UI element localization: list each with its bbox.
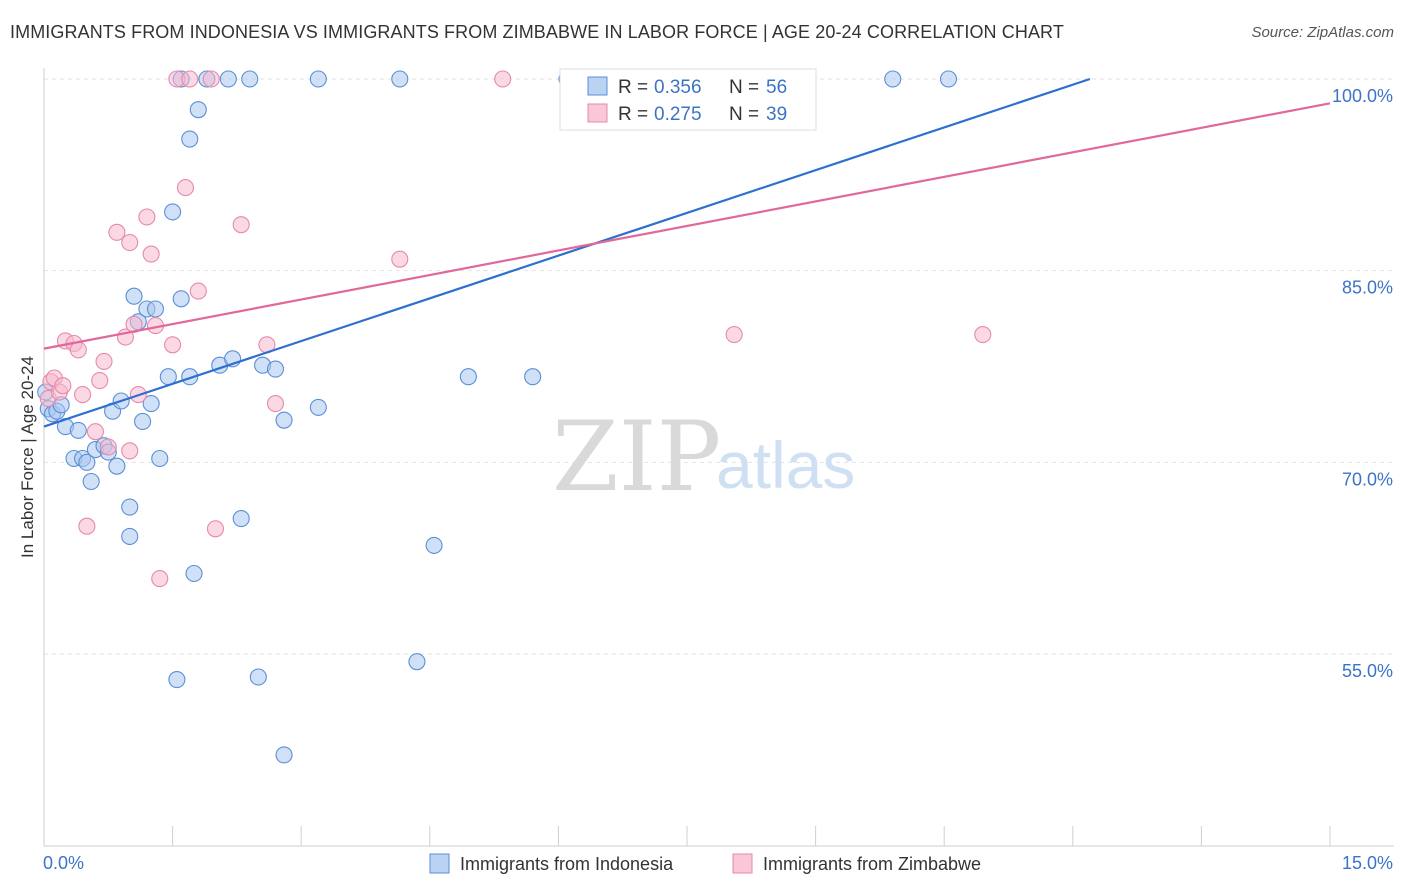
legend: Immigrants from Indonesia Immigrants from… bbox=[429, 853, 981, 874]
stats-swatch bbox=[587, 76, 608, 96]
zimbabwe-point bbox=[151, 570, 169, 588]
indonesia-point bbox=[181, 130, 199, 148]
indonesia-point bbox=[181, 368, 199, 386]
y-tick-label: 55.0% bbox=[1342, 661, 1393, 681]
zimbabwe-point bbox=[232, 216, 250, 234]
indonesia-point bbox=[151, 449, 169, 468]
zimbabwe-point bbox=[974, 326, 992, 344]
zimbabwe-point bbox=[189, 282, 207, 300]
zimbabwe-point bbox=[99, 438, 117, 456]
axes: 55.0% 70.0% 85.0% 100.0% 0.0% 15.0% bbox=[43, 68, 1394, 873]
indonesia-point bbox=[275, 746, 293, 764]
indonesia-point bbox=[164, 203, 182, 221]
stats-swatch bbox=[587, 103, 608, 123]
x-tick-label: 15.0% bbox=[1342, 853, 1393, 873]
indonesia-point bbox=[275, 411, 293, 429]
zimbabwe-point bbox=[266, 395, 285, 413]
zimbabwe-point bbox=[78, 517, 96, 535]
stats-n-value: 56 bbox=[766, 77, 787, 98]
indonesia-point bbox=[189, 101, 207, 119]
zimbabwe-point bbox=[494, 70, 512, 88]
zimbabwe-point bbox=[138, 208, 156, 226]
indonesia-point bbox=[142, 395, 160, 413]
indonesia-point bbox=[78, 453, 96, 471]
zimbabwe-point bbox=[142, 245, 160, 263]
indonesia-point bbox=[121, 498, 139, 516]
zimbabwe-point bbox=[206, 520, 225, 538]
zimbabwe-point bbox=[202, 70, 220, 88]
indonesia-point bbox=[266, 360, 285, 378]
indonesia-point bbox=[69, 421, 87, 439]
zimbabwe-point bbox=[86, 423, 104, 441]
indonesia-point bbox=[524, 368, 542, 386]
zimbabwe-point bbox=[121, 234, 139, 252]
stats-n-label: N = bbox=[729, 104, 759, 125]
indonesia-point bbox=[939, 70, 958, 88]
grid bbox=[44, 78, 1394, 655]
indonesia-point bbox=[241, 70, 259, 88]
stats-r-value: 0.356 bbox=[654, 77, 702, 98]
zimbabwe-point bbox=[391, 250, 409, 268]
zimbabwe-point bbox=[95, 352, 113, 370]
indonesia-point bbox=[309, 398, 327, 416]
x-tick-label: 0.0% bbox=[43, 853, 84, 873]
zimbabwe-point bbox=[108, 223, 126, 241]
y-axis-label: In Labor Force | Age 20-24 bbox=[18, 356, 37, 558]
stats-r-label: R = bbox=[618, 77, 648, 98]
indonesia-point bbox=[249, 668, 267, 686]
trend-lines bbox=[43, 77, 1331, 428]
legend-label: Immigrants from Zimbabwe bbox=[763, 854, 981, 874]
indonesia-point bbox=[134, 412, 152, 430]
indonesia-point bbox=[391, 70, 409, 88]
indonesia-point bbox=[425, 536, 443, 554]
indonesia-point bbox=[884, 70, 902, 88]
data-points bbox=[37, 70, 992, 764]
y-tick-label: 85.0% bbox=[1342, 278, 1393, 298]
indonesia-point bbox=[108, 457, 126, 475]
source-label: Source: ZipAtlas.com bbox=[1251, 24, 1394, 41]
indonesia-point bbox=[121, 527, 139, 545]
watermark: ZIP atlas bbox=[552, 401, 855, 513]
zimbabwe-point bbox=[176, 179, 195, 197]
zimbabwe-point bbox=[725, 326, 743, 344]
indonesia-point bbox=[125, 287, 143, 305]
indonesia-trend-line bbox=[43, 77, 1091, 428]
legend-swatch bbox=[732, 853, 753, 874]
zimbabwe-point bbox=[164, 336, 182, 354]
indonesia-point bbox=[408, 653, 426, 671]
zimbabwe-point bbox=[69, 341, 87, 359]
indonesia-point bbox=[219, 70, 237, 88]
legend-label: Immigrants from Indonesia bbox=[460, 854, 674, 874]
indonesia-point bbox=[172, 290, 190, 308]
y-tick-label: 70.0% bbox=[1342, 469, 1393, 489]
zimbabwe-point bbox=[54, 377, 72, 395]
zimbabwe-point bbox=[74, 386, 92, 404]
stats-r-value: 0.275 bbox=[654, 104, 702, 125]
stats-n-value: 39 bbox=[766, 104, 787, 125]
zimbabwe-point bbox=[91, 372, 109, 390]
stats-box: R = 0.356 N = 56 R = 0.275 N = 39 bbox=[559, 68, 817, 131]
stats-r-label: R = bbox=[618, 104, 648, 125]
indonesia-point bbox=[459, 368, 477, 386]
chart-title: IMMIGRANTS FROM INDONESIA VS IMMIGRANTS … bbox=[10, 22, 1064, 42]
y-tick-label: 100.0% bbox=[1332, 86, 1393, 106]
zimbabwe-point bbox=[121, 442, 139, 460]
indonesia-point bbox=[168, 671, 186, 689]
zimbabwe-trend-line bbox=[43, 102, 1331, 350]
watermark-atlas: atlas bbox=[716, 428, 855, 502]
legend-swatch bbox=[429, 853, 450, 874]
indonesia-point bbox=[232, 510, 250, 528]
indonesia-point bbox=[185, 564, 203, 583]
watermark-zip: ZIP bbox=[552, 401, 721, 513]
zimbabwe-point bbox=[181, 70, 199, 88]
indonesia-point bbox=[146, 300, 165, 318]
stats-n-label: N = bbox=[729, 77, 759, 98]
indonesia-point bbox=[309, 70, 327, 88]
indonesia-point bbox=[82, 472, 100, 491]
